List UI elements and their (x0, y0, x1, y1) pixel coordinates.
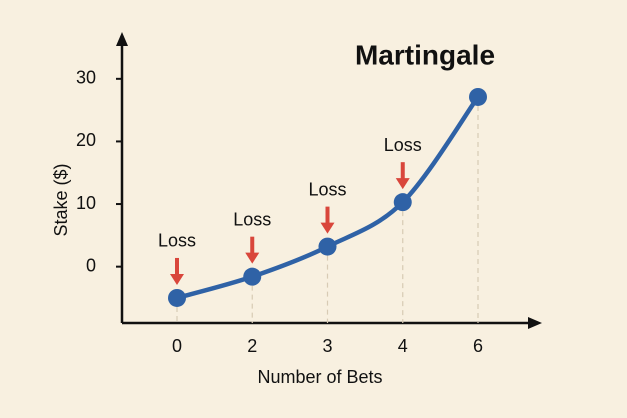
annotation: Loss (158, 231, 196, 251)
x-tick-label: 0 (172, 336, 182, 356)
y-tick-label: 0 (86, 255, 96, 275)
y-tick-label: 30 (76, 68, 96, 88)
y-axis-arrow (116, 32, 128, 46)
annotation: Loss (233, 209, 271, 229)
annotation-arrowhead (170, 273, 184, 285)
point (318, 237, 337, 256)
y-tick-label: 20 (76, 130, 96, 150)
annotation: Loss (384, 135, 422, 155)
point (469, 87, 487, 106)
annotation-arrowhead (395, 178, 410, 190)
point (243, 267, 262, 286)
annotation: Loss (308, 179, 346, 199)
y-tick-label: 10 (76, 193, 96, 213)
annotation-arrowhead (245, 252, 260, 264)
chart-title: Martingale (355, 39, 495, 70)
point (393, 193, 412, 212)
x-axis-arrow (528, 317, 542, 329)
annotation-arrowhead (320, 222, 335, 234)
x-tick-label: 2 (247, 336, 257, 356)
x-tick-label: 6 (473, 336, 483, 356)
point (168, 288, 186, 307)
x-tick-label: 3 (322, 336, 332, 356)
x-tick-label: 4 (398, 336, 408, 356)
y-axis-label: Stake ($) (51, 163, 71, 236)
x-axis-label: Number of Bets (257, 367, 382, 387)
